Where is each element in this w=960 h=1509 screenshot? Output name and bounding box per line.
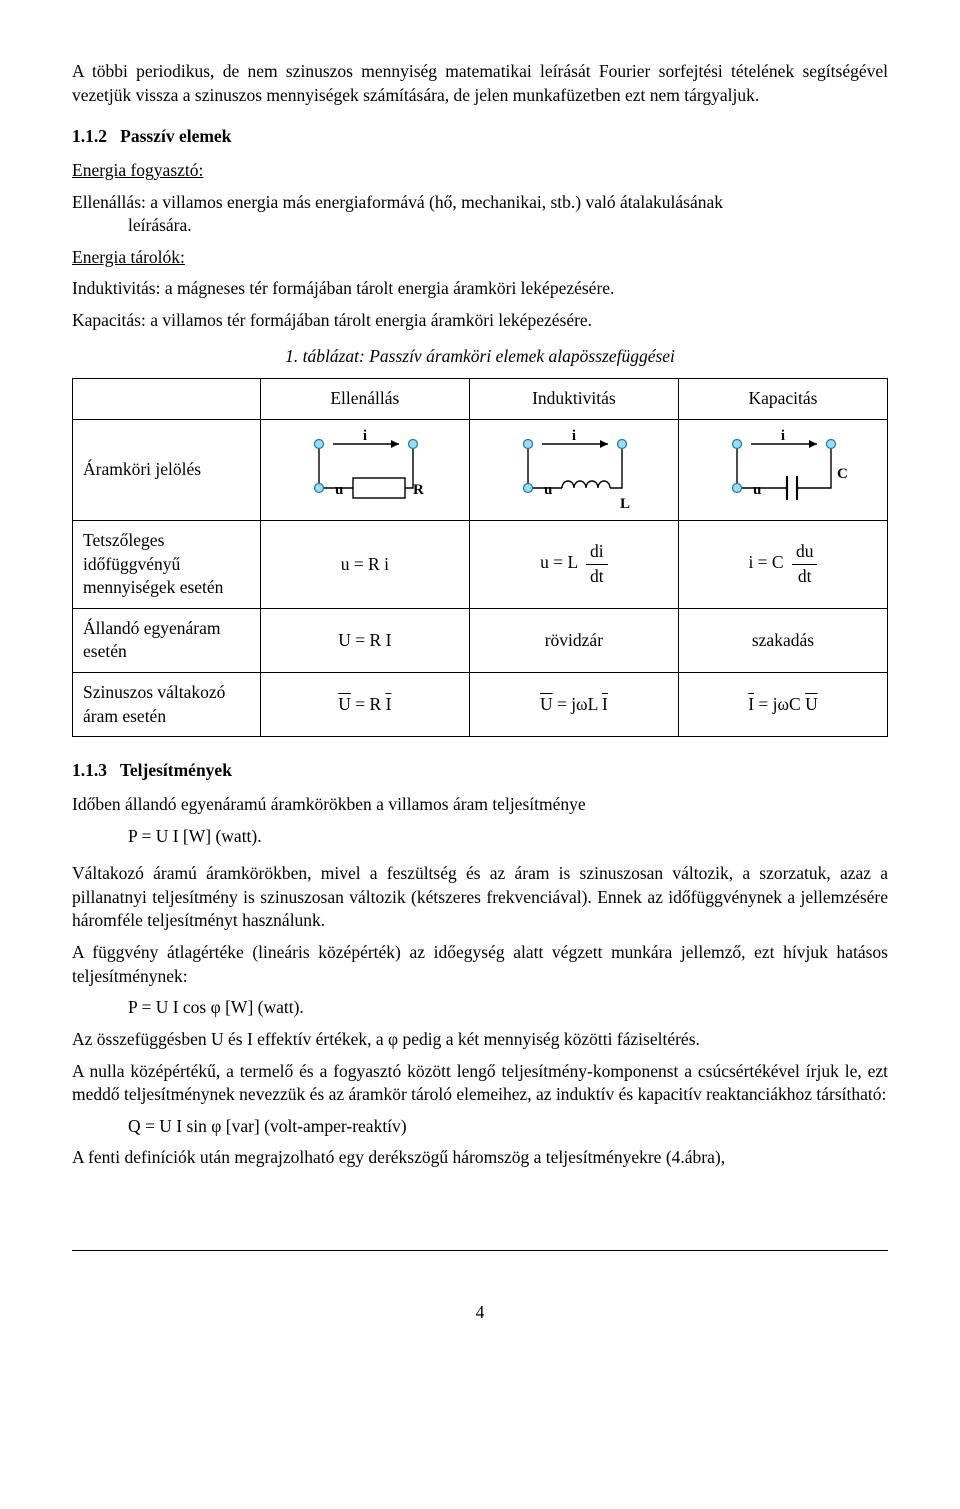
sec113-p3: A függvény átlagértéke (lineáris középér… xyxy=(72,941,888,988)
sec113-p6: A fenti definíciók után megrajzolható eg… xyxy=(72,1146,888,1170)
ov-I-1: I xyxy=(386,694,392,714)
cell-ac-L: U = jωL I xyxy=(469,673,678,737)
svg-text:u: u xyxy=(544,482,552,498)
energy-storage-cap: Kapacitás: a villamos tér formájában tár… xyxy=(72,309,888,333)
cell-arb-R: u = R i xyxy=(260,520,469,608)
cell-dc-R: U = R I xyxy=(260,608,469,672)
intro-paragraph: A többi periodikus, de nem szinuszos men… xyxy=(72,60,888,107)
energy-storage-underline: Energia tárolók: xyxy=(72,247,185,267)
table-row-symbols: Áramköri jelölés i u R xyxy=(73,419,888,520)
table-row-ac: Szinuszos váltakozó áram esetén U = R I … xyxy=(73,673,888,737)
capacitor-icon: i u C xyxy=(713,428,853,512)
passive-elements-table: Ellenállás Induktivitás Kapacitás Áramkö… xyxy=(72,378,888,737)
table-header-C: Kapacitás xyxy=(678,379,887,420)
sec113-p1: Időben állandó egyenáramú áramkörökben a… xyxy=(72,793,888,817)
sec113-p3-eq: P = U I cos φ [W] (watt). xyxy=(128,996,888,1020)
sec113-p1-eq: P = U I [W] (watt). xyxy=(128,825,888,849)
energy-consumer-underline: Energia fogyasztó: xyxy=(72,160,203,180)
table-row-arbitrary: Tetszőleges időfüggvényű mennyiségek ese… xyxy=(73,520,888,608)
energy-consumer-text-cont: leírására. xyxy=(128,214,888,238)
energy-storage-ind: Induktivitás: a mágneses tér formájában … xyxy=(72,277,888,301)
cell-ac-R: U = R I xyxy=(260,673,469,737)
svg-text:R: R xyxy=(413,482,424,498)
ov-U-1: U xyxy=(338,694,351,714)
frac-di: di xyxy=(586,540,608,565)
cell-arb-L-prefix: u = L xyxy=(540,552,577,572)
svg-text:L: L xyxy=(620,496,630,512)
frac-dt-1: dt xyxy=(586,565,608,589)
energy-consumer-text: Ellenállás: a villamos energia más energ… xyxy=(72,191,888,215)
cell-ac-C: I = jωC U xyxy=(678,673,887,737)
section-1-1-2-title: Passzív elemek xyxy=(120,126,231,146)
table-header-L: Induktivitás xyxy=(469,379,678,420)
inductor-icon: i u L xyxy=(504,428,644,512)
row-ac-label: Szinuszos váltakozó áram esetén xyxy=(73,673,261,737)
resistor-icon: i u R xyxy=(295,428,435,512)
section-1-1-3-title: Teljesítmények xyxy=(120,760,232,780)
section-1-1-2-heading: 1.1.2 Passzív elemek xyxy=(72,125,888,149)
frac-du: du xyxy=(792,540,818,565)
sec113-p4: Az összefüggésben U és I effektív értéke… xyxy=(72,1028,888,1052)
sec113-p5: A nulla középértékű, a termelő és a fogy… xyxy=(72,1060,888,1107)
svg-text:u: u xyxy=(753,482,761,498)
ac-L-mid: = jωL xyxy=(553,694,602,714)
svg-text:u: u xyxy=(335,482,343,498)
cell-arb-C: i = C du dt xyxy=(678,520,887,608)
svg-text:i: i xyxy=(781,428,785,444)
ov-I-2: I xyxy=(602,694,608,714)
footer-rule xyxy=(72,1250,888,1251)
ov-U-3: U xyxy=(805,694,818,714)
sec113-p2: Váltakozó áramú áramkörökben, mivel a fe… xyxy=(72,862,888,933)
svg-text:i: i xyxy=(572,428,576,444)
circuit-L: i u L xyxy=(469,419,678,520)
table-caption: 1. táblázat: Passzív áramköri elemek ala… xyxy=(72,345,888,369)
sec113-p5-eq: Q = U I sin φ [var] (volt-amper-reaktív) xyxy=(128,1115,888,1139)
section-1-1-2-number: 1.1.2 xyxy=(72,126,107,146)
table-row-dc: Állandó egyenáram esetén U = R I rövidzá… xyxy=(73,608,888,672)
row-arb-label: Tetszőleges időfüggvényű mennyiségek ese… xyxy=(73,520,261,608)
svg-text:i: i xyxy=(363,428,367,444)
ac-R-mid: = R xyxy=(351,694,386,714)
energy-storage-label: Energia tárolók: xyxy=(72,246,888,270)
cell-arb-C-prefix: i = C xyxy=(748,552,783,572)
svg-text:C: C xyxy=(837,466,848,482)
table-header-row: Ellenállás Induktivitás Kapacitás xyxy=(73,379,888,420)
cell-arb-L: u = L di dt xyxy=(469,520,678,608)
cell-dc-C: szakadás xyxy=(678,608,887,672)
ac-C-mid: = jωC xyxy=(754,694,805,714)
frac-dt-2: dt xyxy=(792,565,818,589)
section-1-1-3-number: 1.1.3 xyxy=(72,760,107,780)
section-1-1-3-heading: 1.1.3 Teljesítmények xyxy=(72,759,888,783)
table-header-empty xyxy=(73,379,261,420)
circuit-C: i u C xyxy=(678,419,887,520)
ov-U-2: U xyxy=(540,694,553,714)
cell-dc-L: rövidzár xyxy=(469,608,678,672)
table-header-R: Ellenállás xyxy=(260,379,469,420)
circuit-R: i u R xyxy=(260,419,469,520)
page-number: 4 xyxy=(72,1301,888,1325)
energy-consumer-label: Energia fogyasztó: xyxy=(72,159,888,183)
row-dc-label: Állandó egyenáram esetén xyxy=(73,608,261,672)
row-symbols-label: Áramköri jelölés xyxy=(73,419,261,520)
